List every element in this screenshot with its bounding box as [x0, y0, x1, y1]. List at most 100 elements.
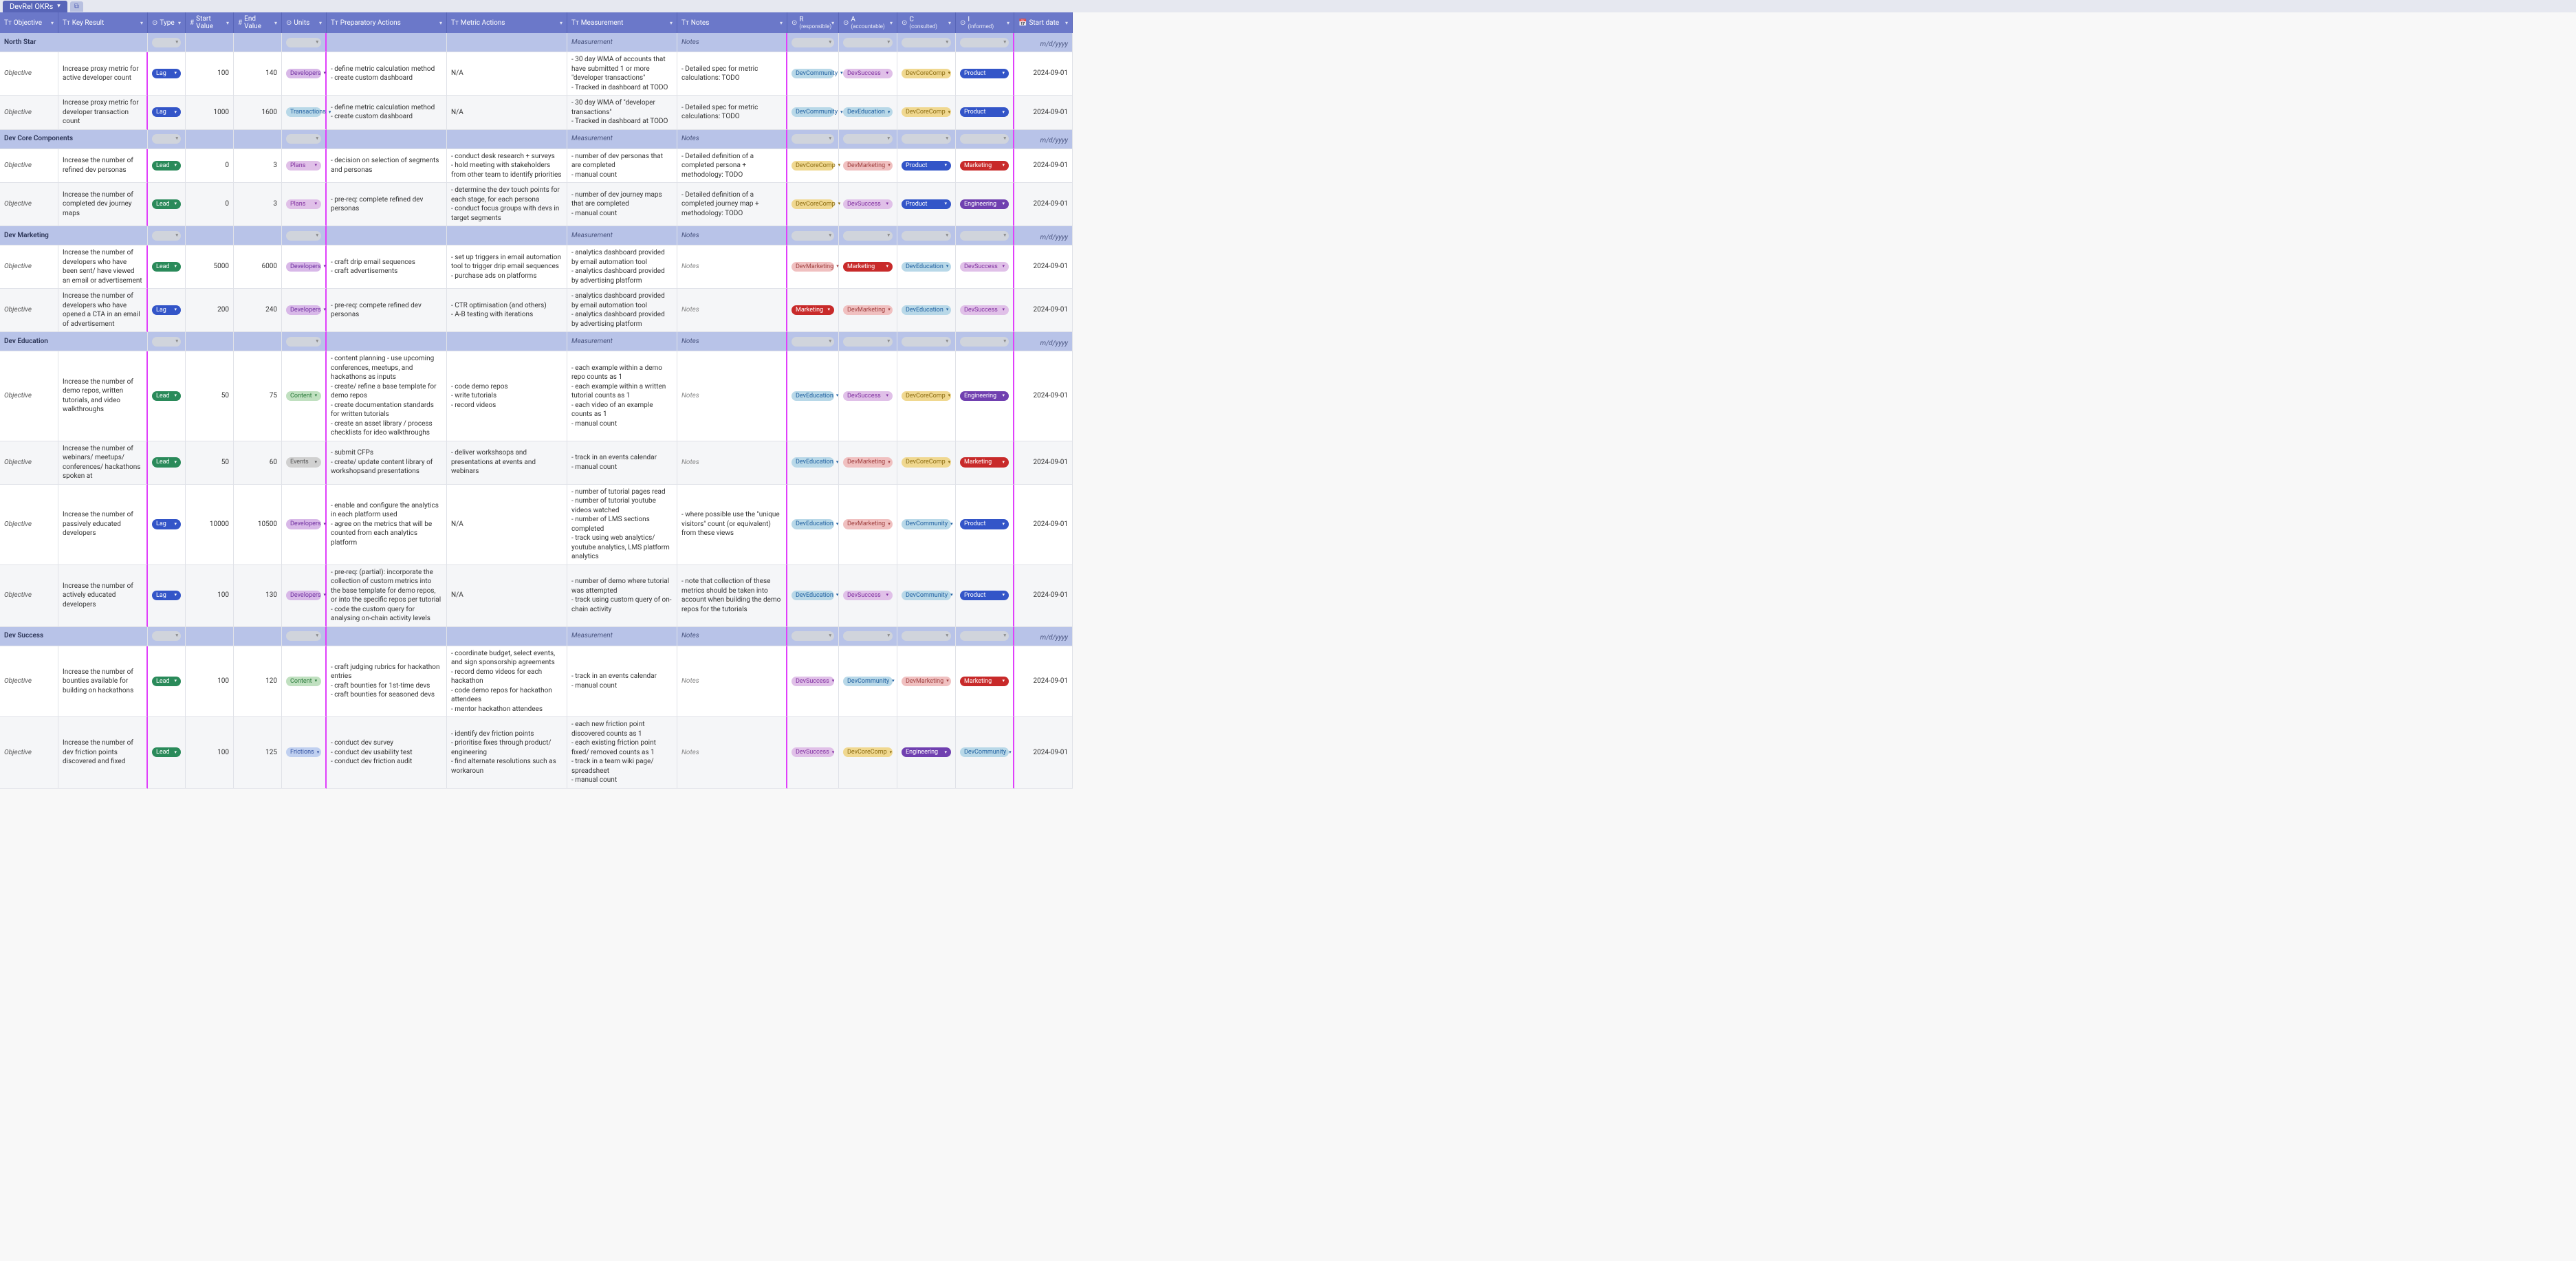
type-cell[interactable]: Lead▾ [148, 245, 186, 289]
tag-lead[interactable]: Lead▾ [152, 262, 181, 272]
empty-tag[interactable]: ▾ [960, 337, 1009, 347]
empty-tag[interactable]: ▾ [286, 631, 321, 641]
end-value-cell[interactable]: 6000 [234, 245, 282, 289]
consulted-cell[interactable]: DevCoreComp▾ [897, 351, 956, 441]
metric-actions-cell[interactable]: - conduct desk research + surveys- hold … [447, 149, 567, 184]
informed-cell[interactable]: Product▾ [956, 96, 1014, 130]
end-value-cell[interactable]: 10500 [234, 485, 282, 565]
informed-cell[interactable]: Marketing▾ [956, 646, 1014, 718]
accountable-cell[interactable]: Marketing▾ [839, 245, 897, 289]
tag-developers[interactable]: Developers▾ [286, 262, 321, 272]
section-empty-tag[interactable]: ▾ [282, 226, 327, 245]
tag-devcommunity[interactable]: DevCommunity▾ [792, 69, 834, 78]
notes-cell[interactable]: Notes [677, 289, 787, 332]
tag-devcorecomp[interactable]: DevCoreComp▾ [792, 161, 834, 171]
start-date-cell[interactable]: 2024-09-01 [1014, 289, 1073, 332]
measurement-cell[interactable]: - each new friction point discovered cou… [567, 717, 677, 789]
notes-cell[interactable]: Notes [677, 245, 787, 289]
consulted-cell[interactable]: Engineering▾ [897, 717, 956, 789]
column-header-start-date[interactable]: 📅Start date▾ [1014, 12, 1073, 33]
responsible-cell[interactable]: DevCommunity▾ [787, 96, 839, 130]
consulted-cell[interactable]: DevCoreComp▾ [897, 96, 956, 130]
section-empty-tag[interactable]: ▾ [839, 130, 897, 149]
column-header-objective[interactable]: TтObjective▾ [0, 12, 58, 33]
start-value-cell[interactable]: 50 [186, 441, 234, 485]
section-empty-tag[interactable]: ▾ [148, 627, 186, 646]
tag-lead[interactable]: Lead▾ [152, 391, 181, 401]
type-cell[interactable]: Lead▾ [148, 646, 186, 718]
key-result-cell[interactable]: Increase the number of webinars/ meetups… [58, 441, 148, 485]
section-empty-tag[interactable]: ▾ [897, 226, 956, 245]
objective-cell[interactable]: Objective [0, 149, 58, 184]
prep-actions-cell[interactable]: - pre-req: compete refined dev personas [327, 289, 447, 332]
tag-transactions[interactable]: Transactions▾ [286, 107, 321, 117]
consulted-cell[interactable]: DevCoreComp▾ [897, 52, 956, 96]
empty-tag[interactable]: ▾ [960, 134, 1009, 144]
section-empty-tag[interactable]: ▾ [897, 33, 956, 52]
start-value-cell[interactable]: 100 [186, 52, 234, 96]
column-header-units[interactable]: ⊙Units▾ [282, 12, 327, 33]
column-header-r[interactable]: ⊙R(responsible)▾ [787, 12, 839, 33]
column-header-a[interactable]: ⊙A(accountable)▾ [839, 12, 897, 33]
consulted-cell[interactable]: Product▾ [897, 183, 956, 226]
tag-devmarketing[interactable]: DevMarketing▾ [843, 161, 893, 171]
start-date-cell[interactable]: 2024-09-01 [1014, 646, 1073, 718]
accountable-cell[interactable]: DevMarketing▾ [839, 485, 897, 565]
metric-actions-cell[interactable]: - determine the dev touch points for eac… [447, 183, 567, 226]
tag-frictions[interactable]: Frictions▾ [286, 747, 321, 757]
section-empty-tag[interactable]: ▾ [148, 33, 186, 52]
responsible-cell[interactable]: DevCoreComp▾ [787, 183, 839, 226]
section-empty-tag[interactable]: ▾ [956, 226, 1014, 245]
units-cell[interactable]: Transactions▾ [282, 96, 327, 130]
empty-tag[interactable]: ▾ [843, 134, 893, 144]
tag-lead[interactable]: Lead▾ [152, 747, 181, 757]
key-result-cell[interactable]: Increase the number of passively educate… [58, 485, 148, 565]
start-value-cell[interactable]: 5000 [186, 245, 234, 289]
sort-icon[interactable]: ▾ [670, 20, 673, 26]
responsible-cell[interactable]: DevSuccess▾ [787, 646, 839, 718]
tag-product[interactable]: Product▾ [902, 199, 951, 209]
key-result-cell[interactable]: Increase the number of dev friction poin… [58, 717, 148, 789]
type-cell[interactable]: Lead▾ [148, 351, 186, 441]
informed-cell[interactable]: Product▾ [956, 565, 1014, 627]
end-value-cell[interactable]: 130 [234, 565, 282, 627]
empty-tag[interactable]: ▾ [792, 38, 834, 47]
column-header-notes[interactable]: TтNotes▾ [677, 12, 787, 33]
empty-tag[interactable]: ▾ [902, 38, 951, 47]
empty-tag[interactable]: ▾ [960, 38, 1009, 47]
tag-devsuccess[interactable]: DevSuccess▾ [843, 391, 893, 401]
empty-tag[interactable]: ▾ [286, 231, 321, 241]
section-empty-tag[interactable]: ▾ [897, 130, 956, 149]
section-empty-tag[interactable]: ▾ [148, 130, 186, 149]
sort-icon[interactable]: ▾ [439, 20, 442, 26]
measurement-cell[interactable]: - track in an events calendar- manual co… [567, 441, 677, 485]
objective-cell[interactable]: Objective [0, 485, 58, 565]
empty-tag[interactable]: ▾ [843, 631, 893, 641]
accountable-cell[interactable]: DevMarketing▾ [839, 289, 897, 332]
informed-cell[interactable]: Product▾ [956, 485, 1014, 565]
empty-tag[interactable]: ▾ [152, 134, 181, 144]
start-date-cell[interactable]: 2024-09-01 [1014, 52, 1073, 96]
tag-devmarketing[interactable]: DevMarketing▾ [792, 262, 834, 272]
accountable-cell[interactable]: DevEducation▾ [839, 96, 897, 130]
units-cell[interactable]: Developers▾ [282, 52, 327, 96]
objective-cell[interactable]: Objective [0, 96, 58, 130]
column-header-measurement[interactable]: TтMeasurement▾ [567, 12, 677, 33]
section-empty-tag[interactable]: ▾ [282, 130, 327, 149]
end-value-cell[interactable]: 140 [234, 52, 282, 96]
objective-cell[interactable]: Objective [0, 646, 58, 718]
informed-cell[interactable]: DevSuccess▾ [956, 245, 1014, 289]
start-value-cell[interactable]: 0 [186, 149, 234, 184]
start-date-cell[interactable]: 2024-09-01 [1014, 149, 1073, 184]
tag-product[interactable]: Product▾ [960, 69, 1009, 78]
informed-cell[interactable]: Marketing▾ [956, 441, 1014, 485]
objective-cell[interactable]: Objective [0, 183, 58, 226]
notes-cell[interactable]: Notes [677, 646, 787, 718]
section-empty-tag[interactable]: ▾ [282, 332, 327, 351]
tag-lead[interactable]: Lead▾ [152, 457, 181, 467]
tag-devsuccess[interactable]: DevSuccess▾ [792, 677, 834, 686]
prep-actions-cell[interactable]: - pre-req: complete refined dev personas [327, 183, 447, 226]
responsible-cell[interactable]: Marketing▾ [787, 289, 839, 332]
accountable-cell[interactable]: DevMarketing▾ [839, 441, 897, 485]
metric-actions-cell[interactable]: - set up triggers in email automation to… [447, 245, 567, 289]
